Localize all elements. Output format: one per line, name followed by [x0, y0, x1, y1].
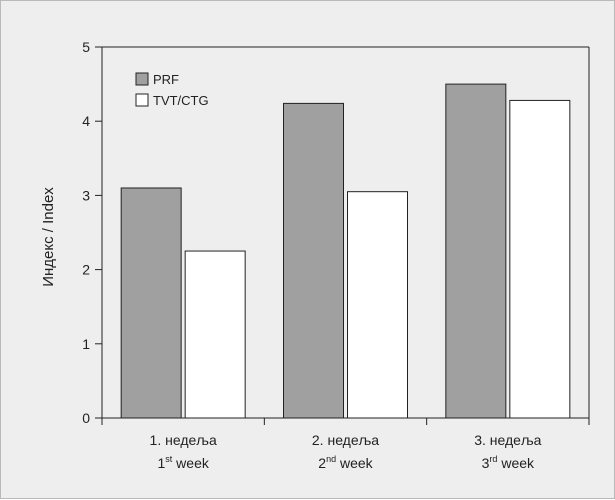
tvt-ctg-bar-3 [509, 99, 571, 419]
y-tick-label-3: 3 [82, 187, 90, 203]
legend-label-tvt-ctg: TVT/CTG [153, 93, 209, 108]
axes: 0 1 2 3 4 5 1. недеља 1st week 2. недеља 2nd week… [82, 39, 590, 471]
y-tick-label-5: 5 [82, 39, 90, 55]
x-category-label-3: 3. недеља [474, 432, 541, 448]
x-category-label-2: 2. недеља [312, 432, 379, 448]
legend-swatch-tvt-ctg [135, 93, 149, 107]
x-category-sublabel-3: 3rd week [482, 454, 535, 471]
bars [120, 83, 571, 419]
prf-bar-1 [120, 187, 182, 419]
prf-bar-3 [445, 83, 507, 419]
tvt-ctg-bar-1 [184, 250, 246, 419]
legend-label-prf: PRF [153, 72, 179, 87]
y-tick-label-2: 2 [82, 262, 90, 278]
y-tick-label-4: 4 [82, 113, 90, 129]
x-category-label-1: 1. недеља [150, 432, 217, 448]
y-tick-label-1: 1 [82, 336, 90, 352]
prf-bar-2 [283, 102, 344, 419]
y-axis-title: Индекс / Index [40, 187, 57, 287]
y-tick-label-0: 0 [82, 410, 90, 426]
legend: PRF TVT/CTG [135, 72, 209, 108]
tvt-ctg-bar-2 [347, 191, 408, 419]
legend-swatch-prf [135, 72, 149, 86]
x-category-sublabel-2: 2nd week [318, 454, 373, 471]
x-category-sublabel-1: 1st week [157, 454, 209, 471]
